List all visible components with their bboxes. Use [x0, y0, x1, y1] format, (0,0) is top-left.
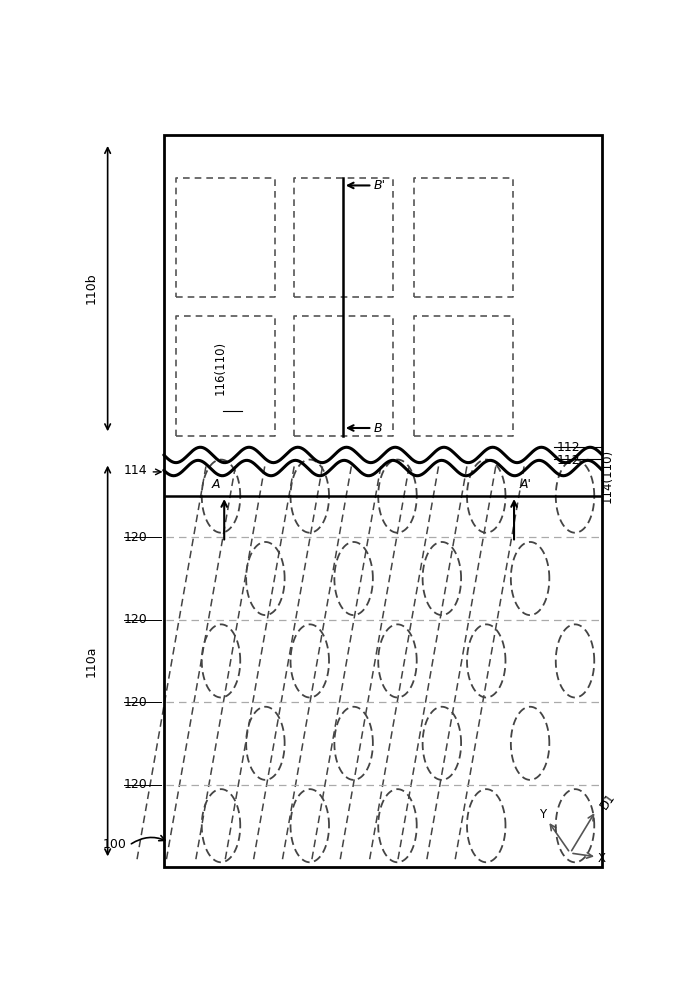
- Text: 114: 114: [124, 464, 147, 477]
- Text: B': B': [374, 179, 386, 192]
- Text: 116(110): 116(110): [214, 341, 227, 395]
- Text: 114(110): 114(110): [601, 448, 614, 503]
- Text: 120: 120: [124, 778, 148, 791]
- Text: 120: 120: [124, 613, 148, 626]
- Text: A: A: [212, 478, 220, 491]
- Text: 110b: 110b: [85, 273, 98, 304]
- Text: X: X: [598, 852, 606, 865]
- Text: 120: 120: [124, 696, 148, 709]
- Text: 120: 120: [124, 531, 148, 544]
- Text: Y: Y: [539, 808, 546, 821]
- Text: 110a: 110a: [85, 645, 98, 677]
- Text: B: B: [374, 422, 382, 435]
- Text: A': A': [520, 478, 531, 491]
- Text: 112: 112: [557, 454, 580, 467]
- Text: 100: 100: [102, 838, 126, 851]
- Text: 112: 112: [557, 441, 580, 454]
- Text: D1: D1: [598, 790, 618, 811]
- Bar: [164, 135, 602, 867]
